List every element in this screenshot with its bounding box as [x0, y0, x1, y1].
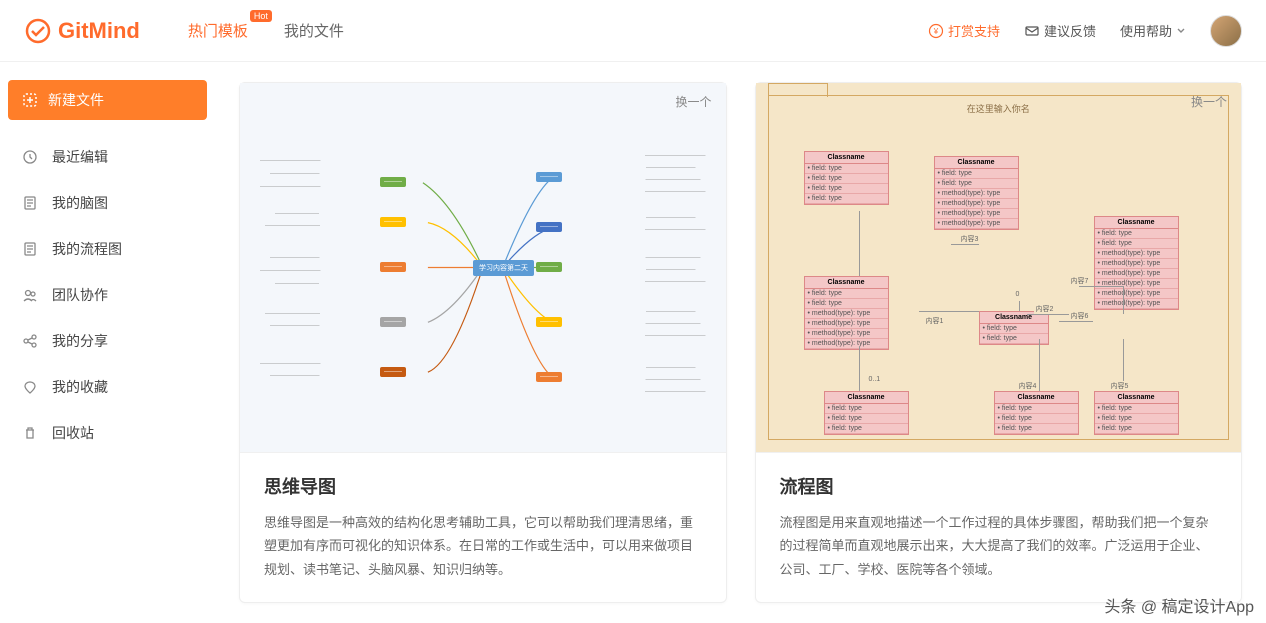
- mindmap-title: 思维导图: [264, 473, 702, 499]
- flowchart-desc: 流程图是用来直观地描述一个工作过程的具体步骤图，帮助我们把一个复杂的过程简单而直…: [780, 511, 1218, 581]
- uml-class-box: Classname• field: type• field: type• fie…: [804, 151, 889, 205]
- sidebar-item-label: 回收站: [52, 423, 94, 443]
- trash-icon: [22, 425, 38, 441]
- header: GitMind 热门模板 Hot 我的文件 ¥ 打赏支持 建议反馈 使用帮助: [0, 0, 1266, 62]
- uml-frame: 在这里输入你名 Classname• field: type• field: t…: [768, 95, 1230, 440]
- share-icon: [22, 333, 38, 349]
- favorite-icon: [22, 379, 38, 395]
- nav-myfiles[interactable]: 我的文件: [284, 20, 344, 41]
- team-icon: [22, 287, 38, 303]
- svg-text:¥: ¥: [933, 27, 939, 36]
- uml-frame-title: 在这里输入你名: [769, 96, 1229, 121]
- flowchart-card-body: 流程图 流程图是用来直观地描述一个工作过程的具体步骤图，帮助我们把一个复杂的过程…: [756, 453, 1242, 601]
- sidebar-item-label: 我的流程图: [52, 239, 122, 259]
- uml-class-box: Classname• field: type• field: type• met…: [1094, 216, 1179, 310]
- flowchart-card[interactable]: 换一个 在这里输入你名 Classname• field: type• fiel…: [755, 82, 1243, 603]
- flowchart-title: 流程图: [780, 473, 1218, 499]
- sidebar-item-share[interactable]: 我的分享: [0, 318, 215, 364]
- new-icon: [22, 92, 38, 108]
- feedback-link[interactable]: 建议反馈: [1024, 21, 1096, 40]
- mindmap-card[interactable]: 换一个: [239, 82, 727, 603]
- sidebar-item-label: 团队协作: [52, 285, 108, 305]
- nav-templates-label: 热门模板: [188, 23, 248, 40]
- mindmap-icon: [22, 195, 38, 211]
- help-label: 使用帮助: [1120, 21, 1172, 40]
- sidebar-item-flowchart[interactable]: 我的流程图: [0, 226, 215, 272]
- flowchart-preview: 换一个 在这里输入你名 Classname• field: type• fiel…: [756, 83, 1242, 453]
- donate-link[interactable]: ¥ 打赏支持: [928, 21, 1000, 40]
- uml-class-box: Classname• field: type• field: type• fie…: [1094, 391, 1179, 435]
- uml-class-box: Classname• field: type• field: type• fie…: [824, 391, 909, 435]
- sidebar-item-label: 我的收藏: [52, 377, 108, 397]
- refresh-flowchart[interactable]: 换一个: [1191, 93, 1227, 110]
- sidebar-item-label: 我的脑图: [52, 193, 108, 213]
- nav: 热门模板 Hot 我的文件: [188, 20, 344, 41]
- chevron-down-icon: [1176, 26, 1186, 36]
- mindmap-center: 学习内容第二天: [473, 260, 534, 276]
- logo-icon: [24, 17, 52, 45]
- sidebar-item-label: 最近编辑: [52, 147, 108, 167]
- nav-templates[interactable]: 热门模板 Hot: [188, 20, 248, 41]
- avatar[interactable]: [1210, 15, 1242, 47]
- uml-class-box: Classname• field: type• field: type• met…: [934, 156, 1019, 230]
- recent-icon: [22, 149, 38, 165]
- sidebar-item-mindmap[interactable]: 我的脑图: [0, 180, 215, 226]
- donate-icon: ¥: [928, 23, 944, 39]
- logo-text: GitMind: [58, 18, 140, 44]
- new-file-button[interactable]: 新建文件: [8, 80, 207, 120]
- main: 换一个: [215, 62, 1266, 623]
- refresh-mindmap[interactable]: 换一个: [675, 93, 711, 110]
- feedback-label: 建议反馈: [1044, 21, 1096, 40]
- mindmap-preview: 换一个: [240, 83, 726, 453]
- mail-icon: [1024, 23, 1040, 39]
- hot-badge: Hot: [250, 10, 272, 22]
- uml-class-box: Classname• field: type• field: type• met…: [804, 276, 889, 350]
- sidebar-item-favorite[interactable]: 我的收藏: [0, 364, 215, 410]
- sidebar-item-label: 我的分享: [52, 331, 108, 351]
- logo[interactable]: GitMind: [24, 17, 140, 45]
- help-link[interactable]: 使用帮助: [1120, 21, 1186, 40]
- mindmap-desc: 思维导图是一种高效的结构化思考辅助工具，它可以帮助我们理清思绪，重塑更加有序而可…: [264, 511, 702, 581]
- uml-class-box: Classname• field: type• field: type• fie…: [994, 391, 1079, 435]
- sidebar-item-recent[interactable]: 最近编辑: [0, 134, 215, 180]
- new-file-label: 新建文件: [48, 90, 104, 110]
- sidebar: 新建文件 最近编辑我的脑图我的流程图团队协作我的分享我的收藏回收站: [0, 62, 215, 623]
- watermark: 头条 @ 稿定设计App: [1104, 593, 1254, 617]
- donate-label: 打赏支持: [948, 21, 1000, 40]
- sidebar-item-trash[interactable]: 回收站: [0, 410, 215, 456]
- sidebar-item-team[interactable]: 团队协作: [0, 272, 215, 318]
- mindmap-card-body: 思维导图 思维导图是一种高效的结构化思考辅助工具，它可以帮助我们理清思绪，重塑更…: [240, 453, 726, 601]
- flowchart-icon: [22, 241, 38, 257]
- header-right: ¥ 打赏支持 建议反馈 使用帮助: [928, 15, 1242, 47]
